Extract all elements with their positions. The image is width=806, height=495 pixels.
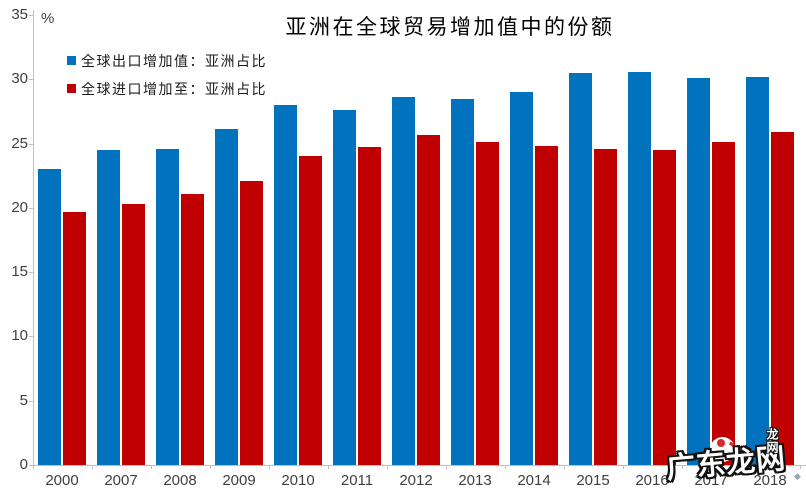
bar-import-2010	[299, 156, 322, 465]
bar-import-2017	[712, 142, 735, 465]
y-tick-label: 5	[19, 391, 28, 409]
bar-export-2012	[392, 97, 415, 465]
bar-export-2000	[38, 169, 61, 465]
x-axis-line	[33, 465, 806, 466]
x-axis-label-2017: 2017	[694, 472, 728, 489]
bar-export-2014	[510, 92, 533, 465]
x-tick-mark	[682, 465, 683, 469]
x-axis-label-2009: 2009	[222, 472, 256, 489]
x-axis-label-2000: 2000	[45, 472, 79, 489]
x-axis-label-2010: 2010	[281, 472, 315, 489]
y-tick-label: 10	[11, 327, 28, 345]
bar-export-2007	[97, 150, 120, 465]
bar-import-2013	[476, 142, 499, 465]
y-tick-label: 15	[11, 263, 28, 281]
bar-import-2015	[594, 148, 617, 465]
x-tick-mark	[446, 465, 447, 469]
bar-import-2007	[122, 204, 145, 465]
y-tick-label: 0	[19, 456, 28, 473]
x-tick-mark	[505, 465, 506, 469]
y-tick-mark	[29, 207, 33, 209]
bar-export-2010	[274, 105, 297, 465]
y-tick-mark	[29, 336, 33, 338]
legend: 全球出口增加值：亚洲占比 全球进口增加至：亚洲占比	[67, 53, 267, 109]
x-tick-mark	[564, 465, 565, 469]
legend-item-export: 全球出口增加值：亚洲占比	[67, 53, 267, 70]
bar-export-2009	[215, 129, 238, 465]
x-tick-mark	[623, 465, 624, 469]
y-axis-unit-label: %	[41, 10, 55, 27]
bar-import-2018	[771, 132, 794, 465]
bar-import-2012	[417, 134, 440, 465]
corner-cursor-icon: ◆	[794, 471, 801, 481]
bar-import-2000	[63, 211, 86, 465]
bar-export-2018	[746, 76, 769, 465]
y-axis-line	[33, 10, 34, 465]
bar-export-2008	[156, 148, 179, 465]
x-tick-mark	[269, 465, 270, 469]
x-axis-label-2015: 2015	[576, 472, 610, 489]
bar-export-2017	[687, 78, 710, 465]
bar-export-2015	[569, 72, 592, 465]
legend-swatch-import-icon	[67, 84, 76, 93]
y-tick-mark	[29, 15, 33, 16]
x-axis-label-2007: 2007	[104, 472, 138, 489]
x-tick-mark	[210, 465, 211, 469]
x-tick-mark	[151, 465, 152, 469]
x-tick-mark	[92, 465, 93, 469]
bar-import-2008	[181, 193, 204, 465]
y-tick-mark	[29, 143, 33, 145]
x-axis-label-2014: 2014	[517, 472, 551, 489]
legend-item-import: 全球进口增加至：亚洲占比	[67, 81, 267, 98]
bar-export-2016	[628, 71, 651, 465]
bar-export-2011	[333, 110, 356, 465]
x-axis-label-2011: 2011	[340, 472, 374, 489]
x-tick-mark	[387, 465, 388, 469]
x-tick-mark	[33, 465, 34, 469]
x-tick-mark	[741, 465, 742, 469]
y-tick-mark	[29, 272, 33, 274]
y-tick-mark	[29, 79, 33, 81]
y-tick-label: 20	[11, 198, 28, 216]
x-tick-mark	[328, 465, 329, 469]
x-axis-label-2018: 2018	[753, 472, 787, 489]
y-tick-mark	[29, 400, 33, 402]
bar-import-2011	[358, 147, 381, 465]
legend-label-import: 全球进口增加至：亚洲占比	[81, 82, 267, 98]
x-tick-mark	[800, 465, 801, 469]
x-axis-label-2012: 2012	[399, 472, 433, 489]
x-axis-label-2008: 2008	[163, 472, 197, 489]
x-axis-label-2016: 2016	[635, 472, 669, 489]
bar-export-2013	[451, 98, 474, 465]
y-tick-label: 30	[11, 70, 28, 88]
legend-swatch-export-icon	[67, 56, 76, 65]
chart-title: 亚洲在全球贸易增加值中的份额	[285, 15, 615, 39]
bar-import-2009	[240, 180, 263, 465]
y-tick-label: 25	[11, 134, 28, 152]
x-axis-label-2013: 2013	[458, 472, 492, 489]
y-tick-mark	[29, 465, 33, 466]
legend-label-export: 全球出口增加值：亚洲占比	[81, 54, 267, 70]
bar-import-2016	[653, 150, 676, 465]
y-tick-label: 35	[11, 6, 28, 23]
bar-import-2014	[535, 146, 558, 465]
